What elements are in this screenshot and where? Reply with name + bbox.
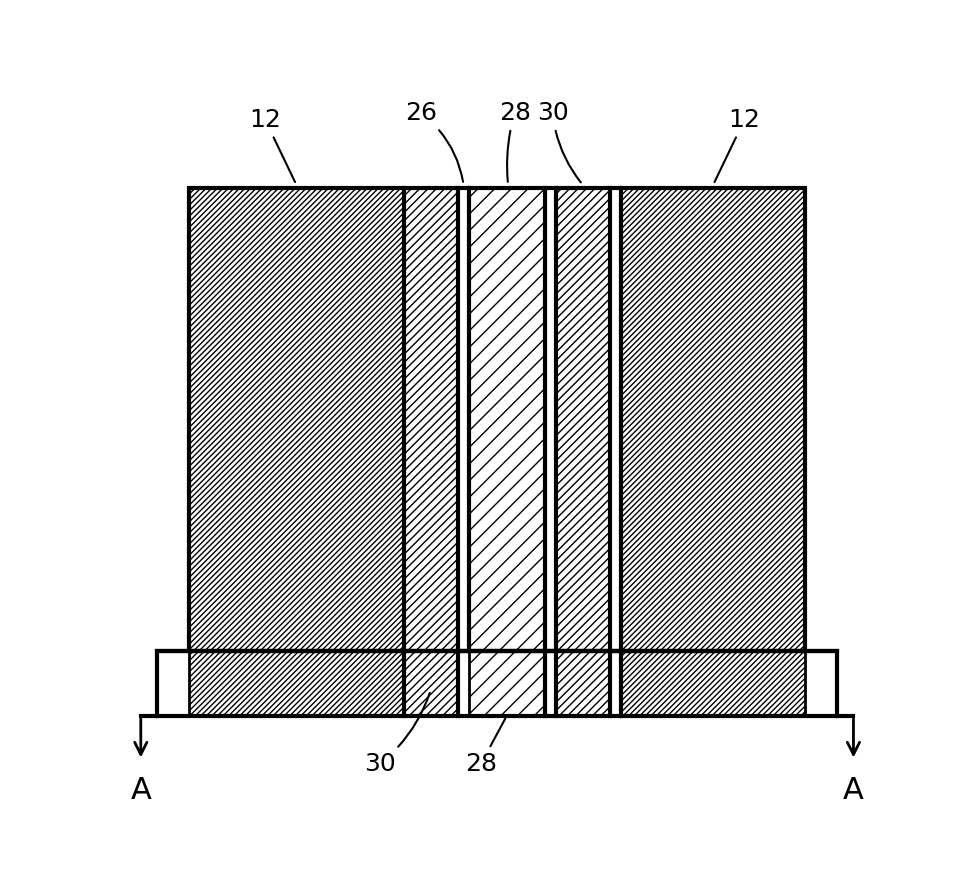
Bar: [621, 651, 804, 716]
Bar: [469, 188, 544, 651]
Bar: [555, 651, 609, 716]
Text: 30: 30: [364, 693, 429, 775]
Text: A: A: [842, 776, 863, 805]
Text: 12: 12: [249, 108, 295, 182]
Text: 28: 28: [498, 101, 530, 181]
Bar: [609, 188, 621, 651]
Bar: [189, 188, 804, 651]
Bar: [189, 651, 404, 716]
Text: A: A: [130, 776, 151, 805]
Bar: [404, 651, 457, 716]
Bar: [621, 188, 804, 651]
Bar: [555, 188, 609, 651]
Bar: [404, 188, 457, 651]
Bar: [157, 651, 836, 716]
Bar: [469, 651, 544, 716]
Text: 12: 12: [714, 108, 760, 182]
Bar: [189, 188, 404, 651]
Bar: [457, 188, 469, 651]
Text: 26: 26: [405, 101, 462, 181]
Text: 30: 30: [536, 101, 580, 182]
Bar: [544, 188, 555, 651]
Text: 28: 28: [464, 719, 505, 775]
